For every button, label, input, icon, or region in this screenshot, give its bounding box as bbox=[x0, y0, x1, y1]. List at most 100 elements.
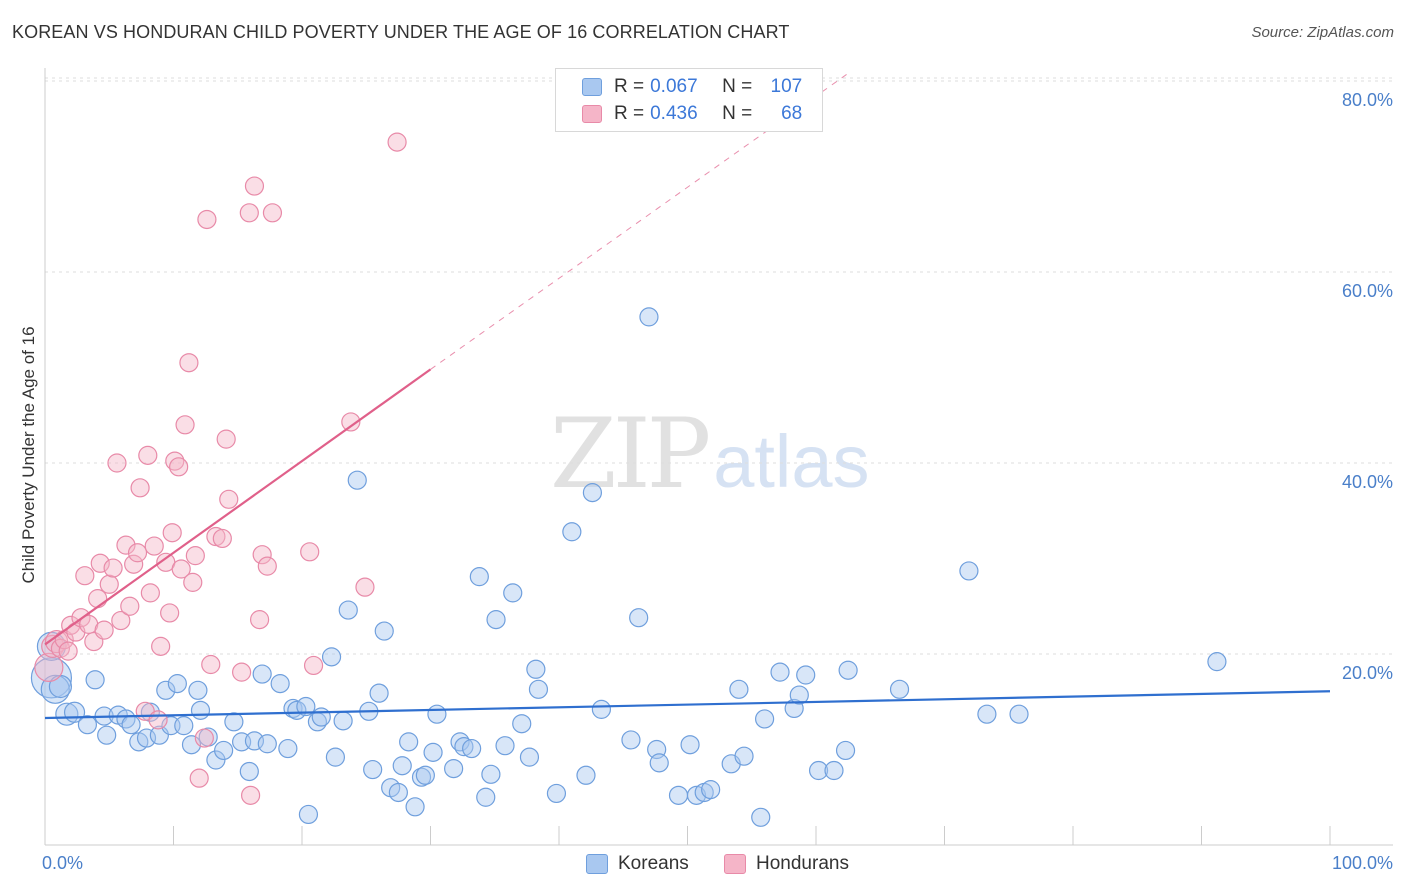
honduran-point bbox=[41, 634, 65, 658]
honduran-point bbox=[90, 553, 110, 573]
korean-point bbox=[729, 679, 749, 699]
honduran-point bbox=[130, 478, 150, 498]
legend-n-label: N = bbox=[722, 76, 753, 97]
korean-point bbox=[835, 740, 856, 761]
korean-point bbox=[338, 600, 358, 620]
korean-point bbox=[1009, 704, 1029, 724]
honduran-point bbox=[300, 542, 320, 562]
honduran-point bbox=[216, 429, 236, 449]
bottom-legend-hondurans: Hondurans bbox=[724, 852, 849, 876]
korean-point bbox=[751, 807, 771, 827]
honduran-point bbox=[189, 768, 209, 788]
korean-point bbox=[206, 750, 226, 770]
honduran-point bbox=[107, 453, 127, 473]
korean-point bbox=[427, 704, 447, 724]
korean-point bbox=[512, 714, 532, 734]
honduran-point bbox=[169, 457, 189, 477]
korean-point bbox=[85, 670, 105, 690]
korean-point bbox=[734, 746, 754, 766]
honduran-point bbox=[303, 655, 324, 676]
honduran-point bbox=[387, 132, 407, 152]
honduran-point bbox=[58, 641, 78, 661]
honduran-point bbox=[241, 785, 261, 805]
korean-point bbox=[562, 522, 582, 542]
korean-point bbox=[977, 704, 997, 724]
honduran-point bbox=[124, 554, 144, 574]
hondurans-legend-swatch bbox=[724, 854, 746, 874]
korean-point bbox=[503, 583, 523, 603]
korean-point bbox=[582, 483, 603, 503]
korean-point bbox=[519, 747, 540, 767]
korean-point bbox=[1207, 652, 1227, 672]
x-tick-label: 0.0% bbox=[42, 853, 83, 873]
honduran-point bbox=[94, 620, 114, 640]
korean-point bbox=[808, 760, 829, 781]
korean-point bbox=[476, 787, 496, 807]
honduran-point bbox=[151, 636, 171, 656]
korean-point bbox=[40, 674, 70, 704]
legend-row-hondurans: R = 0.436 N = 68 bbox=[582, 102, 802, 126]
korean-point bbox=[838, 660, 858, 680]
korean-point bbox=[528, 679, 549, 699]
korean-point bbox=[526, 659, 546, 679]
korean-point bbox=[399, 732, 419, 752]
honduran-point bbox=[144, 536, 164, 556]
legend-r-value: 0.436 bbox=[650, 103, 698, 124]
y-axis-title: Child Poverty Under the Age of 16 bbox=[19, 326, 38, 583]
korean-point bbox=[97, 725, 117, 745]
korean-point bbox=[462, 738, 482, 759]
korean-point bbox=[214, 740, 234, 761]
korean-point bbox=[156, 680, 176, 700]
korean-point bbox=[629, 608, 649, 628]
honduran-point bbox=[162, 523, 182, 543]
chart-title: KOREAN VS HONDURAN CHILD POVERTY UNDER T… bbox=[12, 22, 790, 42]
korean-point bbox=[270, 674, 290, 694]
honduran-point bbox=[257, 556, 277, 576]
honduran-point bbox=[262, 203, 283, 223]
koreans-trend-line bbox=[44, 690, 1331, 720]
y-tick-label: 80.0% bbox=[1342, 90, 1393, 110]
honduran-point bbox=[160, 603, 180, 623]
korean-point bbox=[167, 674, 187, 694]
legend-r-label: R = bbox=[614, 76, 645, 97]
honduran-point bbox=[140, 583, 160, 603]
honduran-point bbox=[194, 728, 214, 748]
korean-point bbox=[649, 753, 669, 773]
korean-point bbox=[188, 680, 208, 700]
korean-point bbox=[347, 470, 367, 490]
korean-point bbox=[959, 561, 979, 581]
honduran-point bbox=[232, 662, 252, 682]
korean-point bbox=[77, 715, 98, 735]
honduran-point bbox=[201, 654, 221, 675]
hondurans-trend-extension bbox=[430, 72, 849, 370]
honduran-point bbox=[75, 566, 95, 586]
honduran-point bbox=[197, 209, 217, 230]
koreans-swatch bbox=[582, 78, 602, 96]
korean-point bbox=[686, 785, 707, 805]
korean-point bbox=[190, 700, 211, 720]
korean-point bbox=[481, 764, 501, 784]
y-tick-label: 40.0% bbox=[1342, 472, 1393, 492]
korean-point bbox=[824, 760, 844, 781]
honduran-point bbox=[183, 572, 203, 592]
legend-r-value: 0.067 bbox=[650, 76, 698, 97]
korean-point bbox=[298, 804, 319, 825]
korean-point bbox=[701, 780, 721, 800]
koreans-legend-label: Koreans bbox=[618, 853, 689, 874]
hondurans-legend-label: Hondurans bbox=[756, 853, 849, 874]
honduran-point bbox=[99, 574, 119, 594]
korean-point bbox=[278, 738, 298, 759]
honduran-point bbox=[111, 610, 131, 631]
honduran-point bbox=[148, 710, 168, 730]
korean-point bbox=[121, 715, 141, 735]
korean-point bbox=[591, 699, 612, 719]
korean-point bbox=[174, 716, 194, 736]
korean-point bbox=[252, 664, 272, 684]
korean-point bbox=[495, 736, 515, 756]
korean-point bbox=[388, 782, 408, 803]
honduran-point bbox=[244, 176, 265, 196]
korean-point bbox=[374, 621, 394, 641]
korean-point bbox=[454, 737, 474, 757]
honduran-point bbox=[138, 445, 158, 465]
